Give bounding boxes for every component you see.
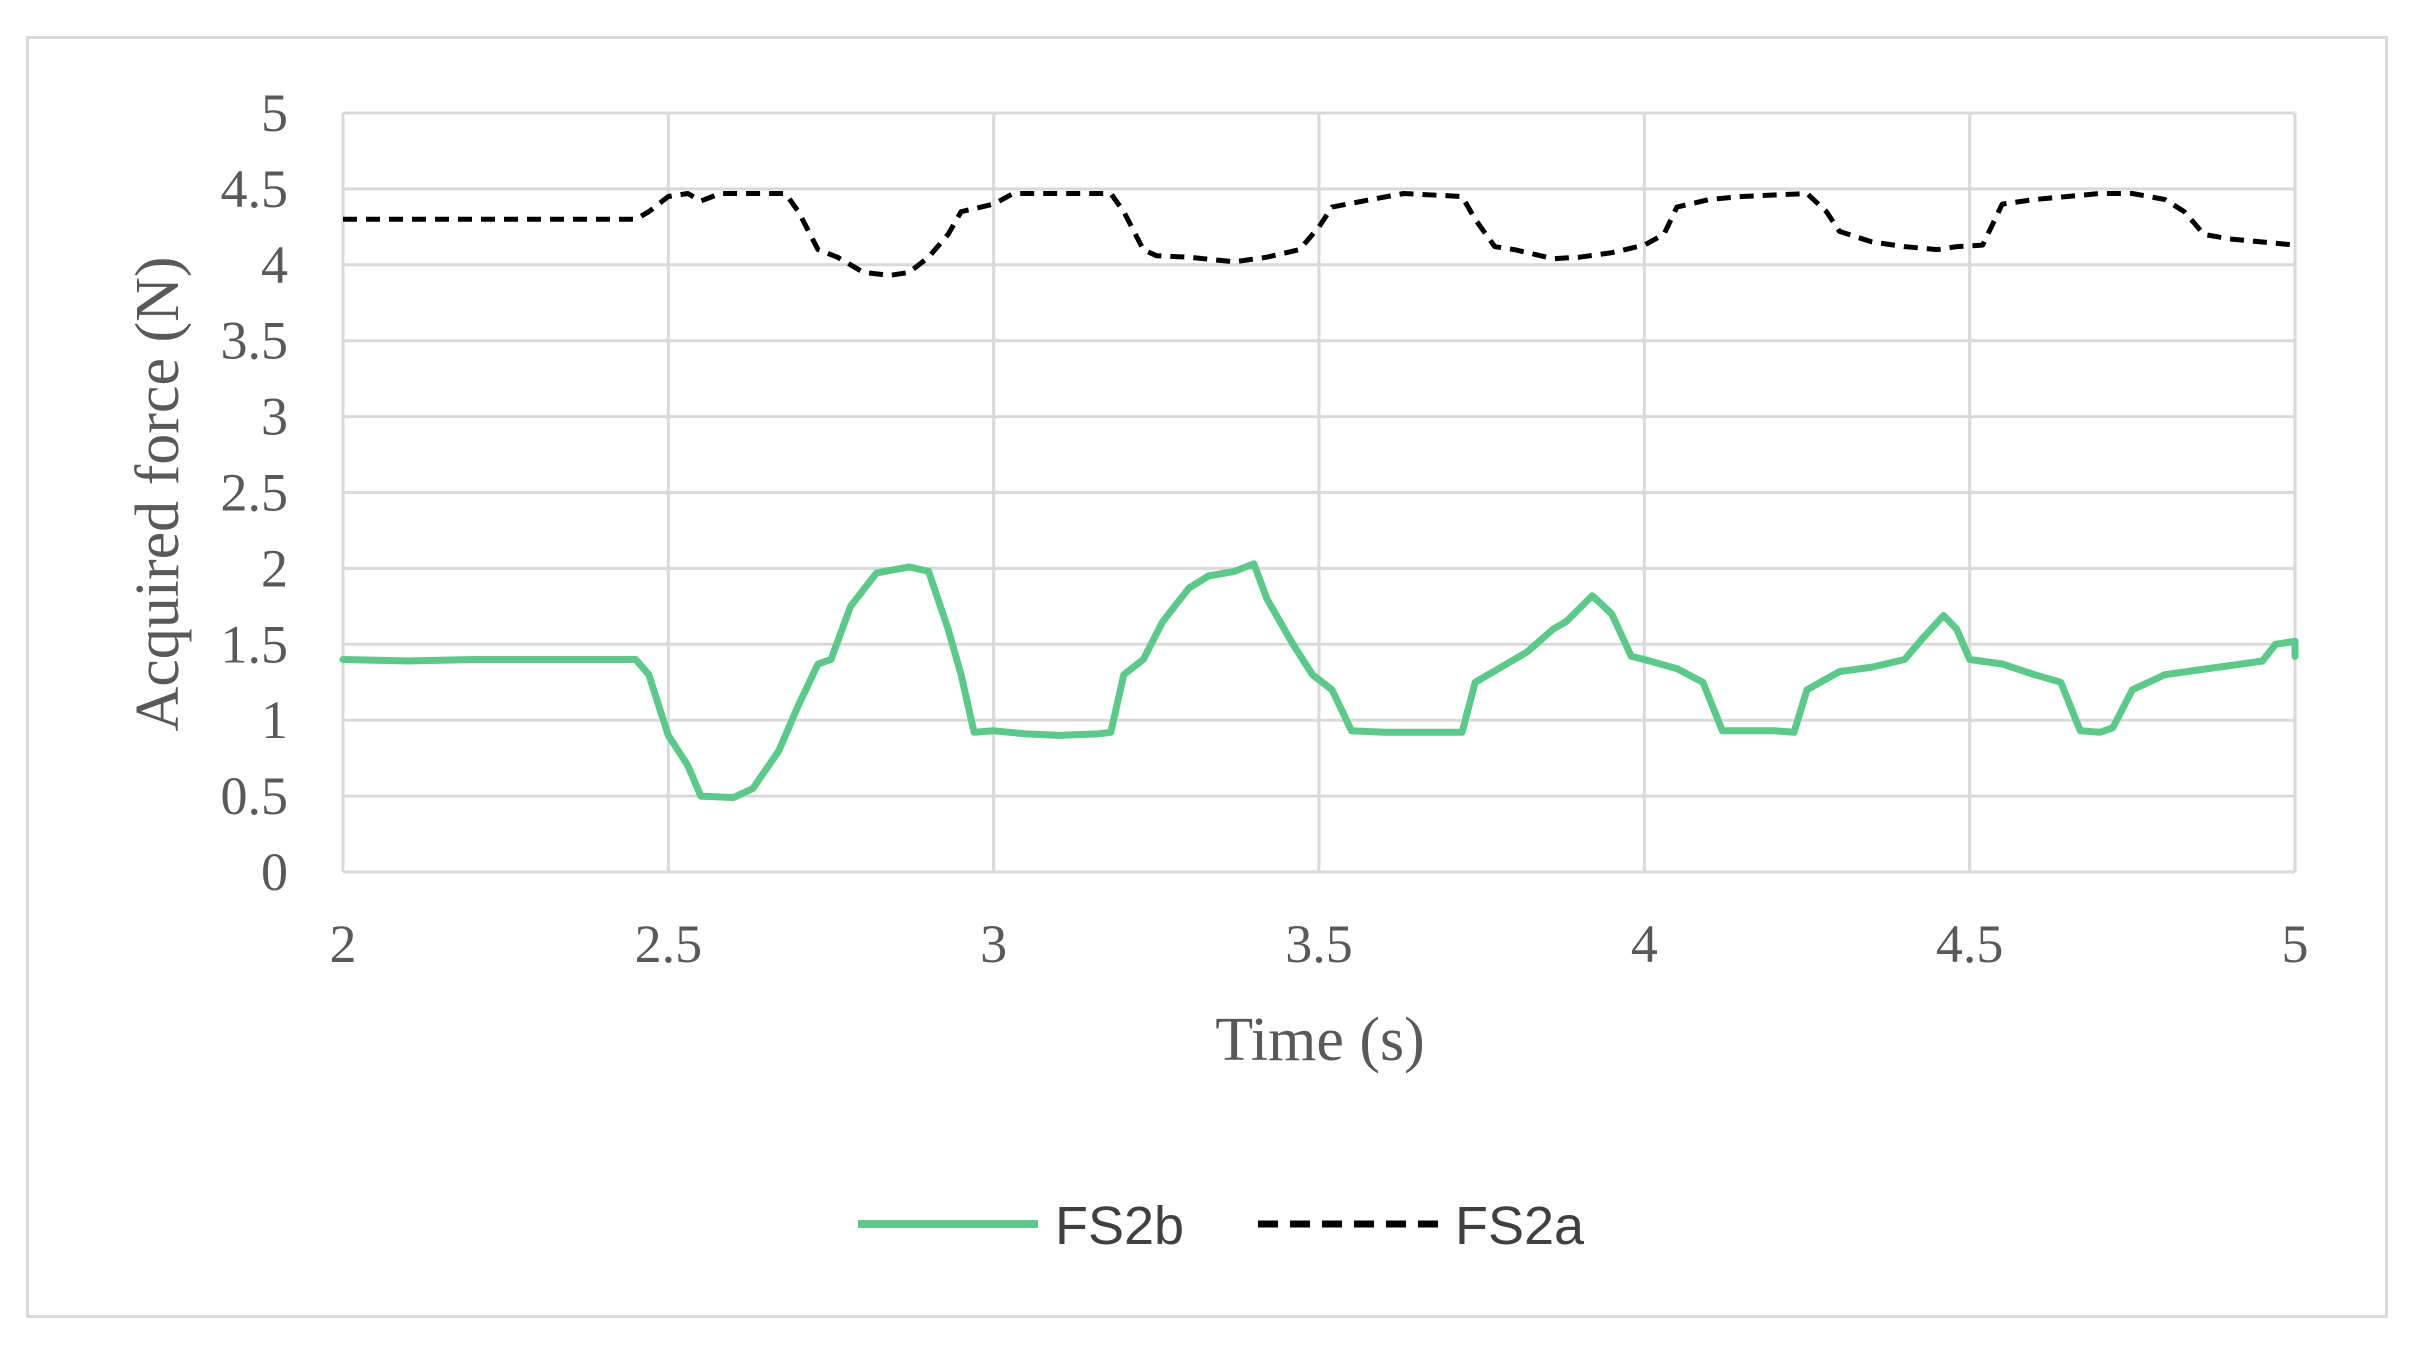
y-tick-label: 4 (261, 235, 288, 295)
y-tick-label: 1.5 (221, 614, 289, 674)
y-tick-label: 1 (261, 690, 288, 750)
y-tick-label: 0.5 (221, 766, 289, 826)
x-tick-label: 2 (330, 914, 357, 974)
x-tick-label: 4 (1631, 914, 1658, 974)
legend: FS2b FS2a (858, 1196, 1585, 1256)
x-axis-title: Time (s) (1215, 1006, 1425, 1074)
x-tick-labels: 2 2.5 3 3.5 4 4.5 5 (330, 914, 2309, 974)
gridlines (341, 111, 2297, 874)
legend-label-fs2b: FS2b (1055, 1196, 1184, 1256)
chart-frame (26, 36, 2388, 1318)
y-axis-title: Acquired force (N) (124, 256, 192, 731)
y-tick-label: 3.5 (221, 311, 289, 371)
x-tick-label: 4.5 (1936, 914, 2004, 974)
series-lines (339, 191, 2299, 802)
x-tick-label: 5 (2282, 914, 2309, 974)
x-tick-label: 2.5 (635, 914, 703, 974)
y-tick-label: 4.5 (221, 159, 289, 219)
y-tick-label: 0 (261, 842, 288, 902)
y-tick-labels: 0 0.5 1 1.5 2 2.5 3 3.5 4 4.5 5 (221, 83, 289, 902)
x-tick-label: 3 (980, 914, 1007, 974)
y-tick-label: 5 (261, 83, 288, 143)
y-tick-label: 2.5 (221, 463, 289, 523)
x-tick-label: 3.5 (1285, 914, 1353, 974)
y-tick-label: 2 (261, 538, 288, 598)
y-tick-label: 3 (261, 387, 288, 447)
series-line-fs2b (339, 560, 2299, 802)
series-line-fs2a (343, 191, 2296, 278)
legend-label-fs2a: FS2a (1455, 1196, 1585, 1256)
